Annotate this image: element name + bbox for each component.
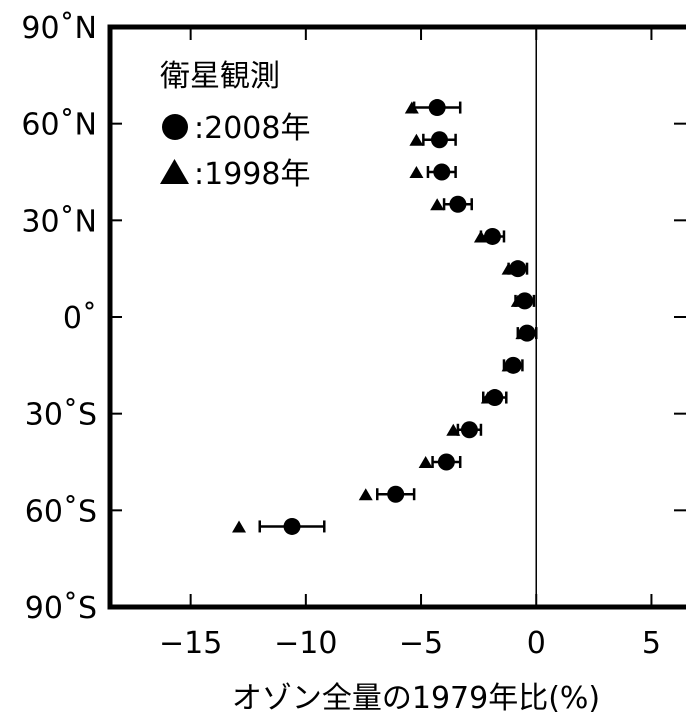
circle-point: [516, 292, 534, 310]
triangle-point: [409, 166, 424, 178]
y-tick-label: 0˚: [63, 301, 97, 336]
x-tick-label: −10: [274, 626, 337, 661]
circle-point: [483, 227, 501, 245]
circle-point: [433, 163, 451, 181]
circle-point: [504, 356, 522, 374]
legend-circle-marker: [162, 114, 188, 140]
circle-point: [428, 99, 446, 117]
legend-title: 衛星観測: [160, 59, 280, 94]
triangle-point: [430, 198, 445, 211]
circle-point: [449, 195, 467, 213]
triangle-point: [418, 456, 433, 468]
circle-point: [518, 324, 536, 342]
x-tick-label: 5: [642, 626, 661, 661]
triangle-point: [409, 133, 424, 146]
legend-label-2008: :2008年: [194, 111, 310, 146]
circle-point: [486, 389, 504, 407]
circle-point: [460, 421, 478, 439]
plot-frame: [107, 24, 686, 610]
y-axis-ticks: 90˚N 60˚N 30˚N 0˚ 30˚S 60˚S 90˚S: [21, 11, 686, 626]
x-tick-label: −15: [159, 626, 222, 661]
circle-point: [283, 517, 301, 535]
x-axis-ticks: −15 −10 −5 0 5: [159, 27, 661, 661]
x-tick-label: 0: [527, 626, 546, 661]
legend: 衛星観測 :2008年 :1998年: [160, 59, 310, 192]
y-tick-label: 90˚S: [25, 591, 97, 626]
y-tick-label: 60˚S: [25, 494, 97, 529]
legend-label-1998: :1998年: [194, 157, 310, 192]
circle-point: [387, 485, 405, 503]
x-axis-label: オゾン全量の1979年比(%): [232, 681, 600, 716]
y-tick-label: 30˚N: [21, 204, 97, 239]
y-tick-label: 30˚S: [25, 398, 97, 433]
circle-point: [509, 260, 527, 278]
triangle-point: [358, 488, 373, 501]
triangle-point: [232, 520, 247, 533]
circle-point: [430, 131, 448, 149]
y-tick-label: 60˚N: [21, 108, 97, 143]
legend-triangle-marker: [160, 159, 189, 184]
plot-marks: [232, 99, 538, 535]
x-tick-label: −5: [399, 626, 443, 661]
circle-point: [437, 453, 455, 471]
y-tick-label: 90˚N: [21, 11, 97, 46]
